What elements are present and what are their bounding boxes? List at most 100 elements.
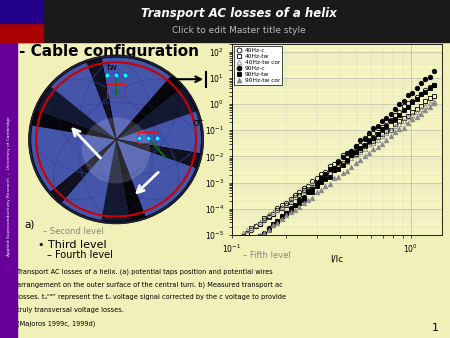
90Hz-tw cor [353, 161, 359, 165]
90Hz-tw cor [401, 126, 406, 130]
40Hz-c [305, 184, 310, 188]
40Hz-c [288, 197, 293, 201]
90Hz-tw cor [284, 213, 289, 217]
90Hz-c [388, 112, 393, 116]
90Hz-tw cor [375, 145, 380, 149]
90Hz-c [305, 189, 310, 193]
90Hz-c [357, 138, 363, 142]
40Hz-tw [249, 225, 254, 230]
40Hz-tw cor [292, 195, 297, 199]
90Hz-c [353, 144, 359, 148]
90Hz-c [349, 149, 354, 153]
40Hz-tw cor [284, 202, 289, 206]
40Hz-tw cor [340, 161, 346, 165]
Text: – Fourth level: – Fourth level [47, 250, 113, 260]
Bar [0, 0, 43, 23]
Circle shape [82, 117, 150, 184]
90Hz-tw cor [366, 151, 372, 155]
90Hz-tw cor [340, 171, 346, 175]
90Hz-tw cor [432, 101, 437, 105]
40Hz-tw [344, 159, 350, 163]
Circle shape [28, 55, 204, 224]
40Hz-c [279, 203, 284, 207]
90Hz-tw cor [357, 158, 363, 162]
40Hz-tw cor [388, 128, 393, 132]
40Hz-tw cor [249, 226, 254, 230]
90Hz-c [327, 167, 333, 171]
Legend: 40Hz-c, 40Hz-tw, 40Hz-tw cor, 90Hz-c, 90Hz-tw, 90Hz-tw cor: 40Hz-c, 40Hz-tw, 40Hz-tw cor, 90Hz-c, 90… [234, 46, 282, 85]
40Hz-tw cor [432, 99, 437, 103]
40Hz-tw cor [297, 194, 302, 198]
90Hz-tw [383, 124, 389, 128]
90Hz-tw [349, 153, 354, 158]
40Hz-c [240, 234, 245, 238]
40Hz-tw cor [331, 168, 337, 172]
90Hz-tw [357, 146, 363, 150]
Text: - Cable configuration: - Cable configuration [19, 44, 199, 59]
90Hz-tw cor [331, 176, 337, 180]
90Hz-tw [310, 190, 315, 194]
40Hz-c [418, 92, 424, 96]
40Hz-tw [279, 206, 284, 210]
90Hz-tw [344, 158, 350, 162]
40Hz-c [270, 212, 276, 216]
Wedge shape [32, 86, 116, 140]
90Hz-tw [240, 250, 245, 254]
40Hz-c [284, 201, 289, 205]
90Hz-tw [410, 100, 415, 104]
90Hz-tw cor [336, 175, 341, 179]
90Hz-tw [388, 119, 393, 123]
90Hz-tw [414, 97, 419, 101]
40Hz-tw [310, 185, 315, 189]
40Hz-tw [327, 171, 333, 175]
40Hz-tw [414, 107, 419, 112]
40Hz-c [318, 172, 324, 176]
40Hz-tw [336, 165, 341, 169]
X-axis label: I/Ic: I/Ic [330, 255, 344, 264]
Wedge shape [116, 76, 181, 140]
Text: – Fifth level: – Fifth level [243, 251, 291, 260]
40Hz-tw cor [414, 111, 419, 115]
90Hz-tw cor [318, 188, 324, 192]
40Hz-tw cor [362, 147, 367, 151]
Line: 40Hz-c: 40Hz-c [240, 82, 436, 238]
90Hz-c [396, 102, 402, 106]
90Hz-c [310, 187, 315, 191]
40Hz-c [340, 153, 346, 157]
40Hz-tw [362, 144, 367, 148]
90Hz-tw [405, 105, 411, 109]
Wedge shape [61, 140, 131, 222]
40Hz-tw [401, 116, 406, 120]
90Hz-tw [279, 214, 284, 218]
90Hz-c [340, 155, 346, 159]
40Hz-tw cor [379, 134, 385, 138]
40Hz-c [310, 179, 315, 183]
Bar [0, 0, 450, 42]
40Hz-c [405, 101, 411, 105]
40Hz-tw cor [423, 104, 428, 108]
90Hz-c [392, 107, 398, 112]
90Hz-tw cor [349, 165, 354, 169]
40Hz-tw [253, 224, 258, 228]
40Hz-tw [379, 131, 385, 136]
90Hz-tw cor [275, 220, 280, 224]
40Hz-tw [318, 175, 324, 179]
90Hz-tw cor [270, 223, 276, 227]
90Hz-c [414, 86, 419, 90]
90Hz-c [253, 241, 258, 245]
40Hz-tw [357, 148, 363, 152]
Line: 90Hz-c: 90Hz-c [240, 69, 436, 257]
Bar [0, 23, 43, 42]
Wedge shape [116, 140, 200, 168]
40Hz-c [314, 176, 319, 180]
90Hz-tw [314, 184, 319, 188]
40Hz-c [370, 131, 376, 135]
Y-axis label: σ⁻: σ⁻ [192, 118, 204, 128]
90Hz-tw [392, 117, 398, 121]
40Hz-tw cor [410, 113, 415, 117]
40Hz-tw [392, 122, 398, 126]
40Hz-c [410, 99, 415, 103]
40Hz-tw [305, 187, 310, 191]
90Hz-tw cor [370, 147, 376, 151]
90Hz-tw [327, 175, 333, 179]
